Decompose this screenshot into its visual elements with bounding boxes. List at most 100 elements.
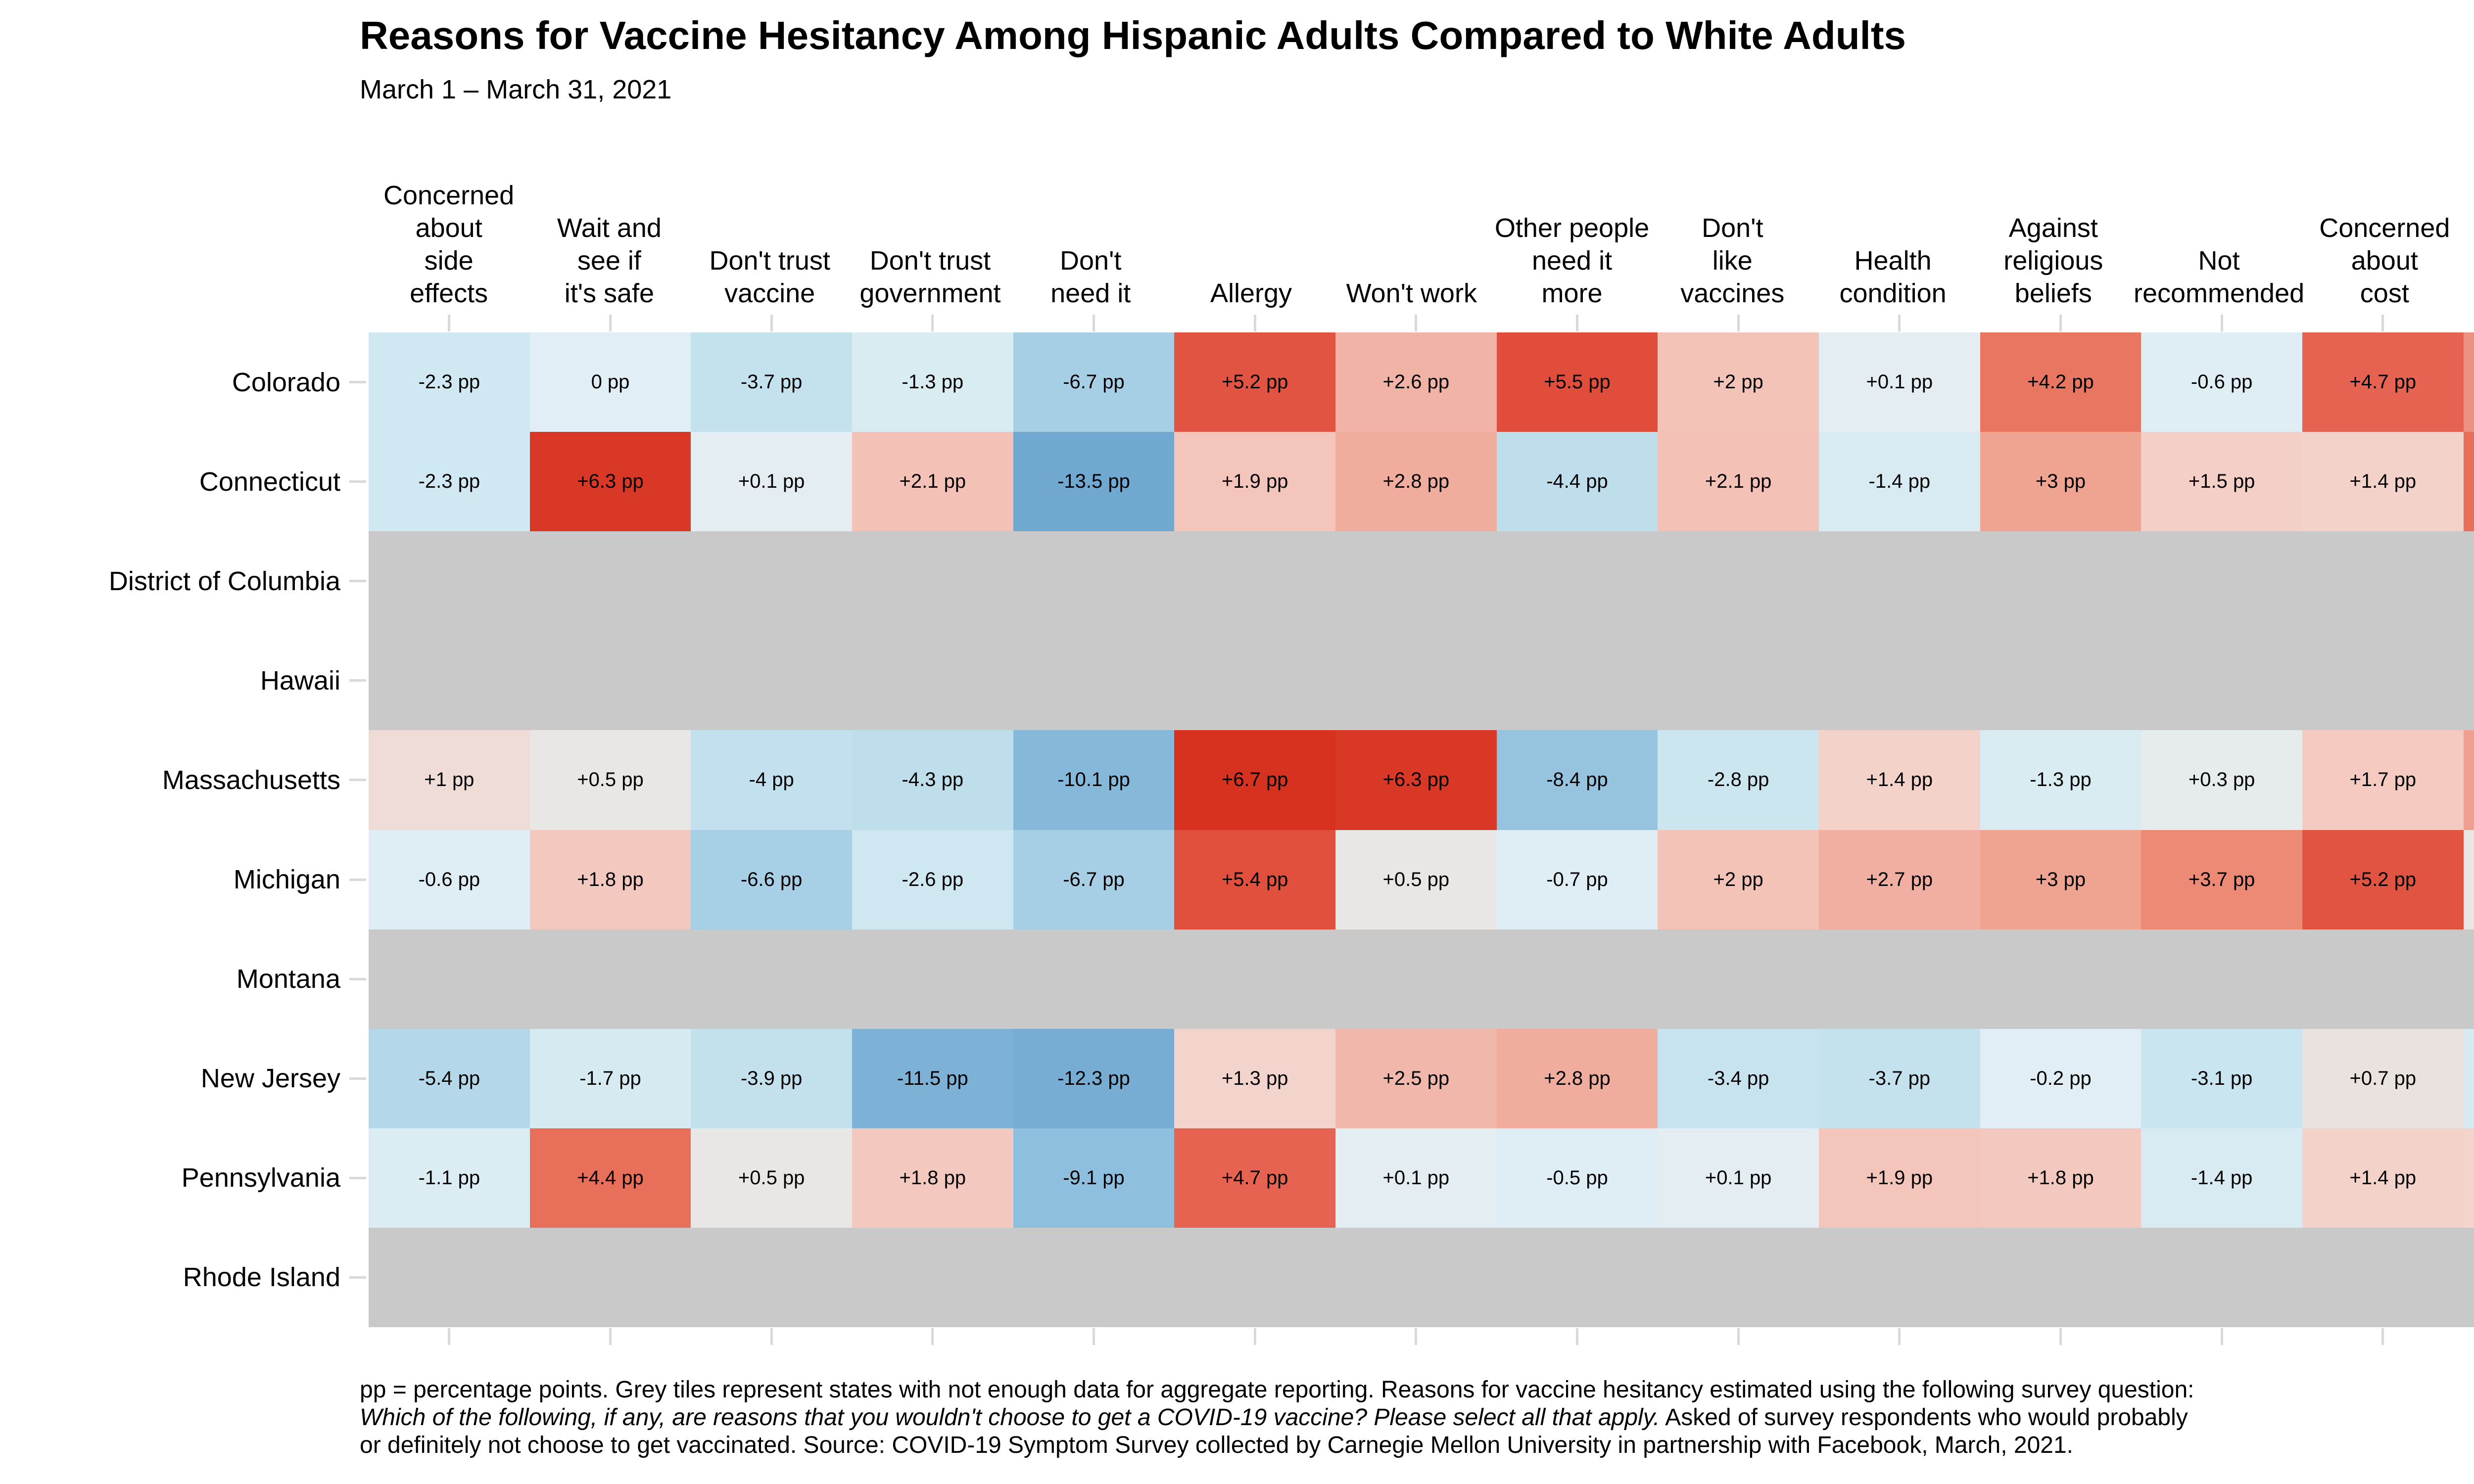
heatmap-cell-missing (1496, 1227, 1658, 1327)
axis-tick (1576, 315, 1578, 331)
heatmap-cell: +0.1 pp (1818, 332, 1980, 432)
cell-value: +2 pp (1713, 868, 1763, 890)
heatmap-cell: +5.5 pp (1496, 332, 1658, 432)
axis-tick (349, 779, 366, 782)
axis-tick (2059, 1328, 2062, 1345)
axis-tick (349, 679, 366, 682)
cell-value: +0.1 pp (1705, 1166, 1772, 1189)
heatmap-cell: +2.8 pp (1496, 1028, 1658, 1128)
cell-value: +1.4 pp (2349, 1166, 2417, 1189)
cell-value: +6.7 pp (1221, 769, 1288, 791)
heatmap-cell-missing (852, 631, 1013, 731)
cell-value: -3.4 pp (1707, 1067, 1769, 1089)
cell-value: +0.1 pp (738, 470, 805, 493)
heatmap-grid: -2.3 pp 0 pp -3.7 pp -1.3 pp -6.7 pp +5.2 pp +… (369, 332, 2474, 1327)
axis-tick (609, 315, 612, 331)
heatmap-cell-missing (1335, 631, 1497, 731)
footnote-line-2: Which of the following, if any, are reas… (360, 1404, 2474, 1432)
heatmap-cell: +1.8 pp (1980, 1128, 2141, 1228)
cell-value: +0.5 pp (738, 1166, 805, 1189)
heatmap-cell: +2.6 pp (1335, 332, 1497, 432)
heatmap-cell-missing (852, 1227, 1013, 1327)
heatmap-cell: +2.7 pp (1818, 830, 1980, 929)
axis-tick (1093, 1328, 1095, 1345)
heatmap-cell: +1.4 pp (1818, 730, 1980, 830)
state-labels: Colorado Connecticut District of Columbia H… (0, 332, 340, 1327)
heatmap-cell: -0.6 pp (369, 830, 530, 929)
axis-tick (1737, 1328, 1740, 1345)
axis-tick (349, 878, 366, 881)
cell-value: -0.2 pp (2030, 1067, 2092, 1089)
heatmap-cell: +1.4 pp (2302, 1128, 2464, 1228)
heatmap-cell-missing (1013, 1227, 1175, 1327)
heatmap-cell: -10.1 pp (1013, 730, 1175, 830)
heatmap-cell-missing (1013, 631, 1175, 731)
heatmap-cell: 0 pp (529, 332, 691, 432)
axis-tick (931, 1328, 934, 1345)
column-header: Health condition (1839, 246, 1947, 308)
cell-value: +0.3 pp (2188, 769, 2255, 791)
heatmap-cell: -0.5 pp (1496, 1128, 1658, 1228)
heatmap-cell: -4.3 pp (852, 730, 1013, 830)
axis-tick (448, 1328, 451, 1345)
axis-tick (1093, 315, 1095, 331)
cell-value: -0.6 pp (2190, 371, 2253, 393)
cell-value: -2.8 pp (1707, 769, 1769, 791)
heatmap-cell-missing (1658, 631, 1819, 731)
heatmap-cell: -2.8 pp (1658, 730, 1819, 830)
heatmap-cell: -1.7 pp (2463, 1028, 2474, 1128)
axis-tick (349, 580, 366, 583)
heatmap-cell: +1.9 pp (1818, 1128, 1980, 1228)
heatmap-cell-missing (1818, 531, 1980, 631)
x-axis-ticks-bottom (369, 1328, 2474, 1345)
cell-value: +2.8 pp (1382, 470, 1450, 493)
heatmap-cell-missing (2141, 631, 2302, 731)
heatmap-cell-missing (369, 631, 530, 731)
cell-value: -10.1 pp (1057, 769, 1130, 791)
cell-value: +2 pp (1713, 371, 1763, 393)
heatmap-cell: +4.4 pp (529, 1128, 691, 1228)
heatmap-cell-missing (691, 631, 852, 731)
axis-tick (349, 1276, 366, 1279)
footnote: pp = percentage points. Grey tiles repre… (360, 1376, 2474, 1459)
axis-tick (2381, 315, 2384, 331)
cell-value: -4.3 pp (902, 769, 964, 791)
heatmap-cell-missing (852, 531, 1013, 631)
heatmap-cell-missing (2463, 1227, 2474, 1327)
axis-tick (349, 1176, 366, 1179)
heatmap-cell: +1.3 pp (1174, 1028, 1335, 1128)
cell-value: +2.7 pp (1866, 868, 1933, 890)
cell-value: -1.4 pp (1868, 470, 1931, 493)
heatmap-cell: +3.5 pp (2463, 332, 2474, 432)
cell-value: -4 pp (749, 769, 794, 791)
cell-value: +2.8 pp (1544, 1067, 1611, 1089)
heatmap-cell-missing (691, 531, 852, 631)
heatmap-cell: +0.6 pp (2463, 830, 2474, 929)
axis-tick (349, 1077, 366, 1080)
heatmap-cell-missing (1818, 929, 1980, 1029)
heatmap-cell-missing (1980, 929, 2141, 1029)
cell-value: -5.4 pp (418, 1067, 480, 1089)
heatmap-cell: -1.3 pp (1980, 730, 2141, 830)
heatmap-cell: -11.5 pp (852, 1028, 1013, 1128)
heatmap-cell-missing (1335, 929, 1497, 1029)
heatmap-cell-missing (2302, 1227, 2464, 1327)
axis-tick (448, 315, 451, 331)
column-header: Don't like vaccines (1680, 213, 1785, 308)
heatmap-cell: +1.8 pp (852, 1128, 1013, 1228)
heatmap-cell: +0.1 pp (1658, 1128, 1819, 1228)
heatmap-cell: +0.1 pp (691, 432, 852, 532)
cell-value: +1.9 pp (1866, 1166, 1933, 1189)
heatmap-cell-missing (1335, 531, 1497, 631)
cell-value: -9.1 pp (1063, 1166, 1125, 1189)
heatmap-cell-missing (369, 929, 530, 1029)
axis-tick (349, 480, 366, 483)
heatmap-cell-missing (2302, 531, 2464, 631)
heatmap-cell-missing (2141, 1227, 2302, 1327)
cell-value: -11.5 pp (897, 1067, 968, 1089)
heatmap-cell-missing (2141, 531, 2302, 631)
heatmap-cell: +6.3 pp (1335, 730, 1497, 830)
heatmap-cell-missing (1013, 531, 1175, 631)
axis-tick (1898, 315, 1901, 331)
cell-value: -0.5 pp (1546, 1166, 1608, 1189)
